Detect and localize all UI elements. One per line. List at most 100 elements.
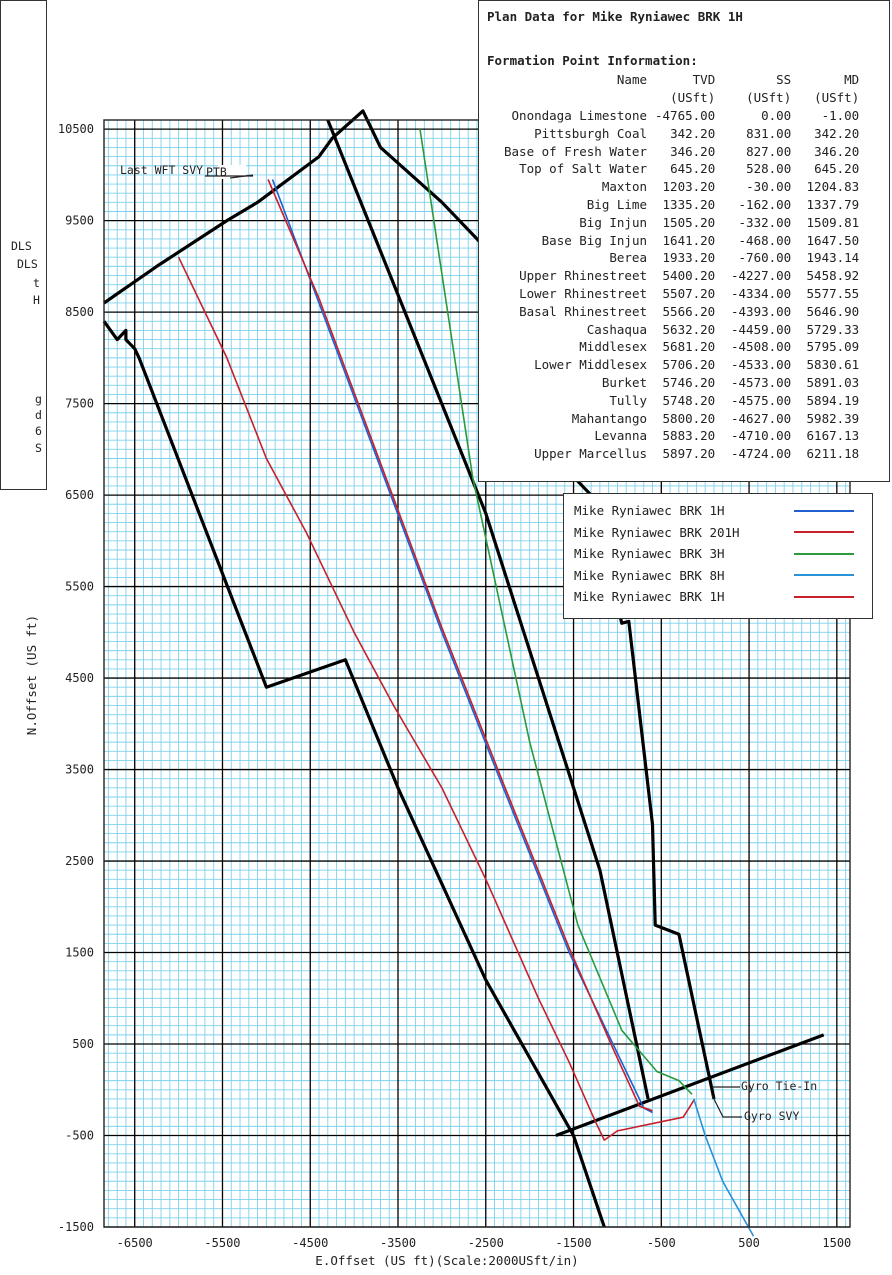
formation-name: Mahantango <box>571 410 647 426</box>
annotation-gyro-tie-in: Gyro Tie-In <box>741 1079 817 1093</box>
formation-md: 1943.14 <box>806 250 860 266</box>
formation-box-subtitle: Formation Point Information: <box>487 53 698 68</box>
y-tick-label: 6500 <box>65 488 94 502</box>
x-tick-label: -2500 <box>468 1236 504 1250</box>
y-tick-label: -500 <box>65 1129 94 1143</box>
formation-md: 1204.83 <box>806 179 860 195</box>
legend-swatch <box>794 509 854 512</box>
formation-tvd: 5746.20 <box>662 374 716 390</box>
boundary-line <box>103 109 531 305</box>
formation-row: Mahantango 5800.20 -4627.00 5982.39 <box>483 409 863 427</box>
formation-md: 346.20 <box>814 143 860 159</box>
x-axis-label: E.Offset (US ft)(Scale:2000USft/in) <box>315 1253 578 1268</box>
header-tvd: TVD <box>692 72 716 88</box>
formation-tvd: 342.20 <box>670 125 716 141</box>
legend-swatch <box>794 552 854 555</box>
header-md: MD <box>844 72 860 88</box>
formation-ss: -4627.00 <box>731 410 792 426</box>
formation-md: 5458.92 <box>806 268 860 284</box>
formation-row: Big Lime 1335.20 -162.00 1337.79 <box>483 196 863 214</box>
formation-md: 5894.19 <box>806 392 860 408</box>
formation-row: Pittsburgh Coal 342.20 831.00 342.20 <box>483 124 863 142</box>
formation-row: Maxton 1203.20 -30.00 1204.83 <box>483 178 863 196</box>
units-ss: (USft) <box>746 90 792 106</box>
formation-md: 1647.50 <box>806 232 860 248</box>
y-tick-label: 4500 <box>65 671 94 685</box>
left-panel-text: DLS <box>17 257 38 271</box>
formation-ss: 827.00 <box>746 143 792 159</box>
formation-tvd: 5507.20 <box>662 285 716 301</box>
formation-tvd: 5800.20 <box>662 410 716 426</box>
header-ss: SS <box>776 72 792 88</box>
left-panel-text: H <box>33 293 40 307</box>
formation-name: Upper Rhinestreet <box>519 268 647 284</box>
formation-row: Big Injun 1505.20 -332.00 1509.81 <box>483 213 863 231</box>
formation-name: Middlesex <box>579 339 647 355</box>
formation-ss: -332.00 <box>738 214 792 230</box>
formation-ss: -4533.00 <box>731 357 792 373</box>
x-tick-label: -6500 <box>117 1236 153 1250</box>
formation-row: Middlesex 5681.20 -4508.00 5795.09 <box>483 338 863 356</box>
formation-name: Levanna <box>594 428 647 444</box>
formation-tvd: 1641.20 <box>662 232 716 248</box>
annotation-gyro-svy: Gyro SVY <box>744 1109 799 1123</box>
legend: Mike Ryniawec BRK 1H Mike Ryniawec BRK 20… <box>563 493 873 619</box>
x-tick-label: -5500 <box>204 1236 240 1250</box>
legend-label: Mike Ryniawec BRK 201H <box>574 524 740 540</box>
formation-tvd: 1505.20 <box>662 214 716 230</box>
formation-row: Lower Rhinestreet 5507.20 -4334.00 5577.55 <box>483 285 863 303</box>
formation-row: Tully 5748.20 -4575.00 5894.19 <box>483 391 863 409</box>
left-panel-text: t <box>33 276 40 290</box>
formation-name: Top of Salt Water <box>519 161 647 177</box>
formation-box-title: Plan Data for Mike Ryniawec BRK 1H <box>487 9 743 24</box>
legend-item: Mike Ryniawec BRK 201H <box>564 522 872 544</box>
formation-ss: -30.00 <box>746 179 792 195</box>
x-tick-label: 1500 <box>822 1236 851 1250</box>
series-line <box>177 256 696 1141</box>
formation-tvd: 5400.20 <box>662 268 716 284</box>
y-tick-label: 7500 <box>65 397 94 411</box>
formation-ss: -4710.00 <box>731 428 792 444</box>
axes: -6500 -5500 -4500 -3500 -2500 -1500 -500 500 150… <box>24 119 851 1268</box>
legend-item: Mike Ryniawec BRK 1H <box>564 500 872 522</box>
x-tick-label: -4500 <box>292 1236 328 1250</box>
formation-ss: -4575.00 <box>731 392 792 408</box>
lease-boundaries <box>102 109 825 1228</box>
plot-frame <box>103 119 851 1228</box>
formation-tvd: 5632.20 <box>662 321 716 337</box>
formation-name: Pittsburgh Coal <box>534 125 647 141</box>
legend-item: Mike Ryniawec BRK 3H <box>564 543 872 565</box>
formation-name: Big Injun <box>579 214 647 230</box>
formation-name: Base Big Injun <box>541 232 647 248</box>
formation-ss: 831.00 <box>746 125 792 141</box>
formation-md: 1337.79 <box>806 196 860 212</box>
legend-item: Mike Ryniawec BRK 8H <box>564 565 872 587</box>
units-tvd: (USft) <box>670 90 716 106</box>
boundary-line <box>326 119 650 1100</box>
formation-row: Cashaqua 5632.20 -4459.00 5729.33 <box>483 320 863 338</box>
formation-name: Lower Middlesex <box>534 357 647 373</box>
y-tick-label: 8500 <box>65 305 94 319</box>
formation-md: 645.20 <box>814 161 860 177</box>
x-tick-label: -3500 <box>380 1236 416 1250</box>
formation-md: 6167.13 <box>806 428 860 444</box>
legend-swatch <box>794 595 854 598</box>
formation-name: Lower Rhinestreet <box>519 285 647 301</box>
formation-tvd: 1203.20 <box>662 179 716 195</box>
left-info-panel: DLS DLS t H g d 6 S <box>0 0 47 490</box>
formation-md: 5891.03 <box>806 374 860 390</box>
formation-row: Top of Salt Water 645.20 528.00 645.20 <box>483 160 863 178</box>
y-tick-label: 2500 <box>65 854 94 868</box>
formation-tvd: 5883.20 <box>662 428 716 444</box>
y-tick-label: 1500 <box>65 946 94 960</box>
series-line <box>271 179 653 1114</box>
formation-row: Upper Rhinestreet 5400.20 -4227.00 5458.92 <box>483 267 863 285</box>
legend-label: Mike Ryniawec BRK 3H <box>574 546 725 562</box>
formation-tvd: 5748.20 <box>662 392 716 408</box>
y-tick-label: 500 <box>72 1037 94 1051</box>
formation-tvd: 645.20 <box>670 161 716 177</box>
annotation-leader <box>711 1094 742 1118</box>
formation-row: Upper Marcellus 5897.20 -4724.00 6211.18 <box>483 445 863 463</box>
formation-name: Basal Rhinestreet <box>519 303 647 319</box>
formation-table: Name TVD SS MD (USft) (USft) (USft) Onon… <box>483 71 863 463</box>
